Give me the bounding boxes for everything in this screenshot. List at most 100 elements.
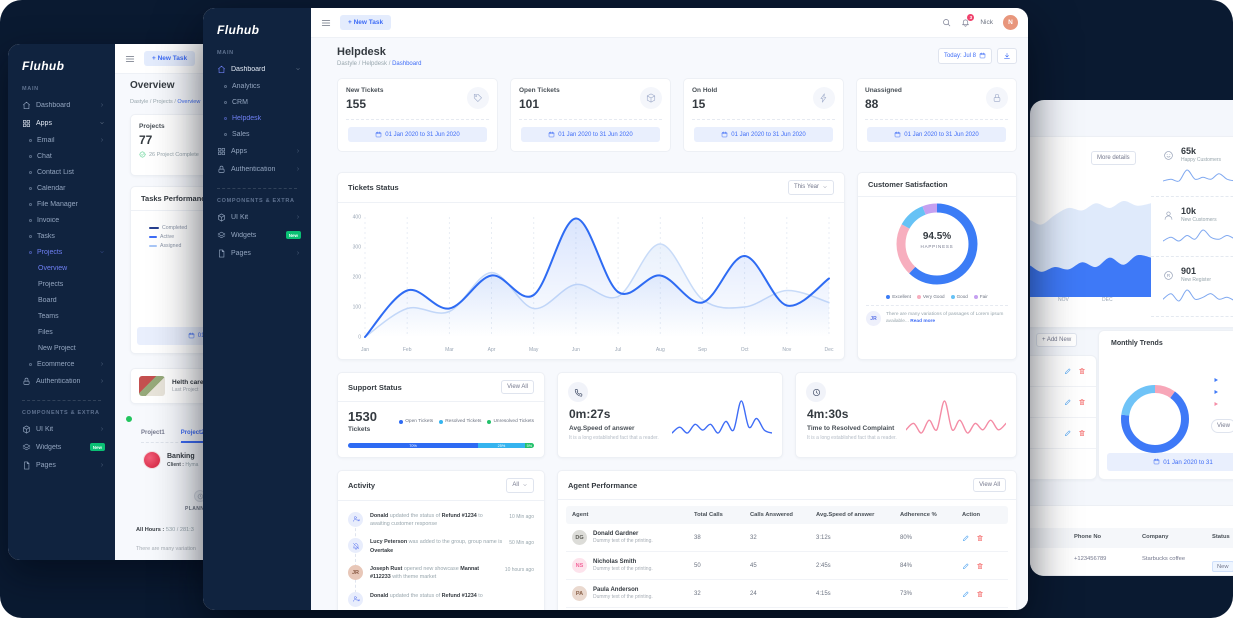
sidebar-item-projects[interactable]: Projects: [38, 280, 64, 288]
sidebar-item-apps[interactable]: Apps: [8, 114, 115, 132]
read-more-link[interactable]: Read more: [910, 319, 936, 325]
user-avatar[interactable]: N: [1003, 15, 1018, 30]
sidebar-item-analytics[interactable]: Analytics: [203, 78, 311, 94]
delete-button[interactable]: [976, 590, 984, 598]
sidebar-item-ecommerce[interactable]: Ecommerce: [8, 356, 115, 372]
tickets-filter-select[interactable]: This Year: [787, 180, 834, 195]
activity-item[interactable]: Lucy Peterson was added to the group, gr…: [348, 533, 534, 560]
edit-button[interactable]: [1064, 367, 1072, 375]
date-range-chip[interactable]: 01 Jan 2020 to 31 Jun 2020: [348, 127, 487, 142]
cube-icon: [646, 93, 656, 103]
sidebar-item-calendar[interactable]: Calendar: [8, 180, 115, 196]
today-date-select[interactable]: Today: Jul 8: [937, 48, 992, 64]
monthly-trends-donut-chart: [1121, 385, 1189, 453]
notifications-bell[interactable]: 3: [961, 14, 975, 27]
sidebar-item-file-manager[interactable]: File Manager: [8, 196, 115, 212]
breadcrumb-dastyle[interactable]: Dastyle: [130, 99, 149, 105]
sidebar-item-invoice[interactable]: Invoice: [8, 212, 115, 228]
sidebar-item-apps[interactable]: Apps: [203, 142, 311, 160]
edit-button[interactable]: [962, 534, 970, 542]
activity-item[interactable]: Donald updated the status of Refund #123…: [348, 507, 534, 534]
breadcrumb-helpdesk[interactable]: Helpdesk: [362, 61, 388, 67]
date-range-chip[interactable]: 01 Jan 2020 to 31: [1107, 453, 1233, 471]
tab-project1[interactable]: Project1: [141, 430, 165, 436]
sidebar-item-authentication[interactable]: Authentication: [203, 160, 311, 178]
tab-project2[interactable]: Project2: [180, 430, 205, 443]
sidebar-item-dashboard[interactable]: Dashboard: [8, 96, 115, 114]
trash-icon: [977, 562, 983, 569]
sidebar-item-helpdesk[interactable]: Helpdesk: [203, 110, 311, 126]
sidebar-item-email[interactable]: Email: [8, 132, 115, 148]
breadcrumb-dastyle[interactable]: Dastyle: [337, 61, 358, 67]
activity-filter-select[interactable]: All: [506, 478, 534, 493]
reg-icon: R: [1164, 271, 1173, 280]
legend-resolved-tickets: Resolved Tickets: [439, 419, 481, 424]
sidebar-item-projects[interactable]: Projects: [8, 244, 115, 260]
edit-button[interactable]: [962, 562, 970, 570]
view-all-button[interactable]: View All: [973, 478, 1006, 492]
calendar-icon: [376, 131, 382, 138]
delete-button[interactable]: [1078, 367, 1086, 375]
download-button[interactable]: [997, 48, 1017, 64]
sidebar-item-sales[interactable]: Sales: [203, 126, 311, 142]
agent-row-donald-gardner[interactable]: DG Donald Gardner Dummy text of the printi…: [566, 524, 1008, 552]
chevd-icon: [100, 251, 104, 253]
sidebar-item-files[interactable]: Files: [38, 328, 53, 336]
menu-icon[interactable]: [125, 54, 135, 64]
agent-row-paula-anderson[interactable]: PA Paula Anderson Dummy text of the printi…: [566, 580, 1008, 608]
date-range-chip[interactable]: 01 Jan 2020 to 31 Jun 2020: [521, 127, 660, 142]
monthly-trends-donut: [1117, 381, 1193, 462]
helpdesk-content: Helpdesk Dastyle / Helpdesk / Dashboard …: [311, 38, 1028, 610]
view-button[interactable]: View: [1211, 419, 1233, 433]
sidebar-item-teams[interactable]: Teams: [38, 312, 59, 320]
sidebar-item-crm[interactable]: CRM: [203, 94, 311, 110]
activity-item[interactable]: Donald updated the status of Refund #123…: [348, 587, 534, 610]
activity-time: 10 Min ago: [509, 513, 534, 520]
stat-value: 65k: [1181, 146, 1197, 156]
activity-item[interactable]: JR Joseph Rust opened new showcase Mannat…: [348, 560, 534, 587]
new-task-button[interactable]: + New Task: [340, 15, 392, 30]
delete-button[interactable]: [976, 562, 984, 570]
edit-button[interactable]: [1064, 398, 1072, 406]
agent-row-nicholas-smith[interactable]: NS Nicholas Smith Dummy text of the printi…: [566, 552, 1008, 580]
sidebar-item-widgets[interactable]: Widgets New: [203, 226, 311, 244]
sidebar-item-dashboard[interactable]: Dashboard: [203, 60, 311, 78]
search-icon[interactable]: [942, 18, 951, 27]
delete-button[interactable]: [976, 534, 984, 542]
stat-icon-circle: [467, 87, 489, 109]
sidebar-item-ui-kit[interactable]: UI Kit: [203, 208, 311, 226]
list-item[interactable]: [1030, 356, 1096, 387]
menu-icon[interactable]: [321, 18, 331, 28]
sidebar-item-tasks[interactable]: Tasks: [8, 228, 115, 244]
date-range-chip[interactable]: 01 Jan 2020 to 31 Jun 2020: [867, 127, 1006, 142]
date-range-chip[interactable]: 01 Jan 2020 to 31 Jun 2020: [694, 127, 833, 142]
view-all-button[interactable]: View All: [501, 380, 534, 394]
banking-project-row[interactable]: Banking Client : Hyma: [144, 452, 198, 468]
add-new-button[interactable]: + Add New: [1036, 333, 1078, 347]
list-item[interactable]: [1030, 418, 1096, 449]
sidebar-item-ui-kit[interactable]: UI Kit: [8, 420, 115, 438]
delete-button[interactable]: [1078, 429, 1086, 437]
chevr-icon: [297, 149, 299, 153]
breadcrumb-projects[interactable]: Projects: [152, 99, 173, 105]
sidebar-item-new-project[interactable]: New Project: [38, 344, 76, 352]
more-details-button[interactable]: More details: [1091, 151, 1136, 165]
breadcrumb-overview[interactable]: Overview: [177, 99, 201, 105]
sidebar-item-pages[interactable]: Pages: [203, 244, 311, 262]
sidebar-item-authentication[interactable]: Authentication: [8, 372, 115, 390]
edit-button[interactable]: [1064, 429, 1072, 437]
sidebar-item-board[interactable]: Board: [38, 296, 57, 304]
sidebar-item-chat[interactable]: Chat: [8, 148, 115, 164]
sidebar-item-overview[interactable]: Overview: [38, 264, 68, 272]
delete-button[interactable]: [1078, 398, 1086, 406]
pencil-icon: [963, 535, 969, 541]
new-task-button[interactable]: + New Task: [144, 51, 196, 66]
breadcrumb-dashboard[interactable]: Dashboard: [392, 61, 422, 67]
edit-button[interactable]: [962, 590, 970, 598]
sidebar-item-widgets[interactable]: Widgets New: [8, 438, 115, 456]
stat-sparkline: [1162, 288, 1233, 308]
list-item[interactable]: [1030, 387, 1096, 418]
sidebar-item-contact-list[interactable]: Contact List: [8, 164, 115, 180]
sidebar-item-pages[interactable]: Pages: [8, 456, 115, 474]
